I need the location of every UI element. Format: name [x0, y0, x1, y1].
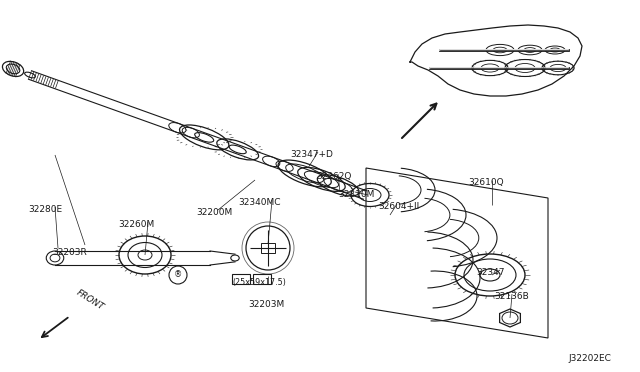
- Text: 32610Q: 32610Q: [468, 178, 504, 187]
- Text: 32310M: 32310M: [338, 190, 374, 199]
- Text: (25x59x17.5): (25x59x17.5): [232, 278, 286, 287]
- Text: 32347+D: 32347+D: [290, 150, 333, 159]
- Bar: [232, 274, 250, 284]
- Text: 32200M: 32200M: [196, 208, 232, 217]
- Bar: [253, 274, 271, 284]
- Text: J32202EC: J32202EC: [568, 354, 611, 363]
- Text: 32203M: 32203M: [248, 300, 284, 309]
- Text: 32604+II: 32604+II: [378, 202, 419, 211]
- Text: 32262Q: 32262Q: [316, 172, 351, 181]
- Text: 32347: 32347: [476, 268, 504, 277]
- Text: ®: ®: [174, 270, 182, 279]
- Text: 32340MC: 32340MC: [238, 198, 280, 207]
- Text: 32203R: 32203R: [52, 248, 87, 257]
- Bar: [261, 243, 275, 253]
- Text: 32260M: 32260M: [118, 220, 154, 229]
- Text: 32280E: 32280E: [28, 205, 62, 214]
- Text: 32136B: 32136B: [494, 292, 529, 301]
- Text: FRONT: FRONT: [75, 288, 106, 312]
